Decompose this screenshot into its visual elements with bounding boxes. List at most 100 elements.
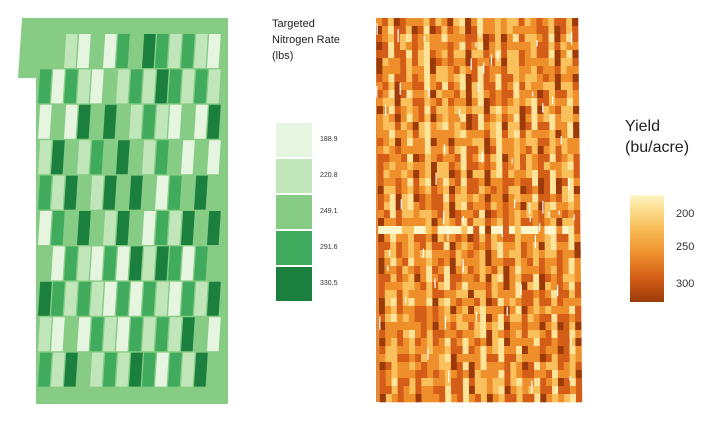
- yield-gap-mark: [428, 87, 430, 98]
- yield-cell: [457, 378, 464, 387]
- yield-cell: [479, 282, 486, 291]
- yield-cell: [390, 306, 398, 315]
- yield-cell: [460, 114, 467, 123]
- yield-cell: [450, 330, 457, 339]
- yield-cell: [427, 378, 434, 387]
- yield-cell: [483, 26, 490, 35]
- yield-cell: [421, 394, 428, 403]
- yield-cell: [465, 26, 472, 35]
- yield-cell: [521, 338, 529, 347]
- nitrogen-plot-cell: [116, 211, 130, 245]
- yield-cell: [406, 90, 413, 99]
- yield-cell: [533, 322, 540, 331]
- yield-cell: [539, 282, 546, 291]
- yield-cell: [538, 226, 545, 235]
- yield-cell: [408, 258, 415, 267]
- yield-cell: [409, 330, 416, 339]
- yield-cell: [489, 74, 496, 83]
- nitrogen-plot-cell: [155, 140, 169, 175]
- yield-cell: [507, 98, 514, 107]
- yield-cell: [521, 282, 528, 291]
- yield-cell: [518, 50, 526, 59]
- yield-cell: [551, 314, 558, 323]
- yield-cell: [438, 314, 445, 323]
- yield-cell: [534, 362, 541, 371]
- yield-cell: [377, 162, 384, 171]
- yield-cell: [489, 90, 496, 99]
- yield-cell: [408, 234, 415, 243]
- yield-cell: [449, 178, 456, 187]
- yield-cell: [412, 130, 419, 139]
- yield-cell: [551, 338, 558, 347]
- yield-gap-mark: [385, 105, 387, 116]
- yield-cell: [423, 50, 431, 59]
- nitrogen-plot-cell: [64, 34, 78, 68]
- yield-cell: [563, 306, 570, 315]
- yield-cell: [562, 218, 569, 227]
- yield-cell: [468, 362, 475, 371]
- yield-cell: [532, 210, 539, 219]
- yield-cell: [424, 106, 431, 115]
- yield-cell: [411, 26, 418, 35]
- yield-cell: [554, 42, 561, 51]
- nitrogen-plot-cell: [64, 317, 78, 352]
- yield-cell: [532, 202, 539, 211]
- nitrogen-plot-cell: [90, 69, 104, 104]
- yield-cell: [486, 354, 493, 363]
- yield-cell: [483, 98, 490, 107]
- yield-cell: [496, 202, 503, 211]
- yield-cell: [521, 306, 528, 315]
- yield-cell: [490, 186, 497, 195]
- nitrogen-plot-cell: [38, 140, 52, 175]
- nitrogen-plot-cell: [142, 34, 156, 68]
- yield-cell: [491, 306, 499, 315]
- yield-cell: [418, 66, 425, 75]
- yield-cell: [496, 146, 503, 155]
- yield-cell: [442, 170, 450, 179]
- yield-cell: [500, 18, 507, 27]
- yield-cell: [420, 274, 427, 283]
- yield-cell: [497, 234, 504, 243]
- yield-cell: [385, 394, 393, 403]
- yield-cell: [490, 162, 497, 171]
- yield-cell: [432, 274, 439, 283]
- yield-cell: [413, 210, 420, 219]
- yield-cell: [516, 394, 523, 403]
- yield-cell: [538, 178, 545, 187]
- nitrogen-plot-cell: [64, 140, 78, 175]
- yield-cell: [471, 42, 478, 51]
- yield-cell: [379, 354, 386, 363]
- yield-cell: [377, 138, 384, 147]
- yield-cell: [504, 338, 511, 347]
- yield-cell: [457, 386, 464, 395]
- yield-cell: [405, 18, 412, 27]
- yield-cell: [514, 162, 521, 171]
- yield-cell: [448, 146, 455, 155]
- yield-gap-mark: [506, 306, 508, 316]
- yield-cell: [417, 42, 424, 51]
- yield-cell: [382, 58, 389, 67]
- yield-cell: [557, 362, 564, 371]
- yield-cell: [574, 258, 581, 267]
- yield-cell: [508, 162, 515, 171]
- yield-cell: [555, 170, 562, 179]
- yield-cell: [442, 146, 449, 155]
- yield-cell: [466, 170, 473, 179]
- yield-cell: [501, 66, 508, 75]
- yield-cell: [490, 170, 497, 179]
- yield-cell: [382, 26, 389, 35]
- yield-cell: [480, 362, 487, 371]
- yield-cell: [500, 34, 508, 43]
- yield-cell: [501, 106, 508, 115]
- yield-cell: [491, 274, 498, 283]
- nitrogen-plot-cell: [194, 140, 208, 175]
- yield-cell: [418, 82, 425, 91]
- yield-cell: [419, 178, 426, 187]
- yield-cell: [412, 58, 419, 67]
- yield-cell: [462, 298, 469, 307]
- yield-gap-mark: [560, 136, 562, 144]
- yield-cell: [513, 90, 520, 99]
- yield-cell: [527, 306, 534, 315]
- yield-cell: [407, 146, 414, 155]
- yield-cell: [453, 50, 460, 59]
